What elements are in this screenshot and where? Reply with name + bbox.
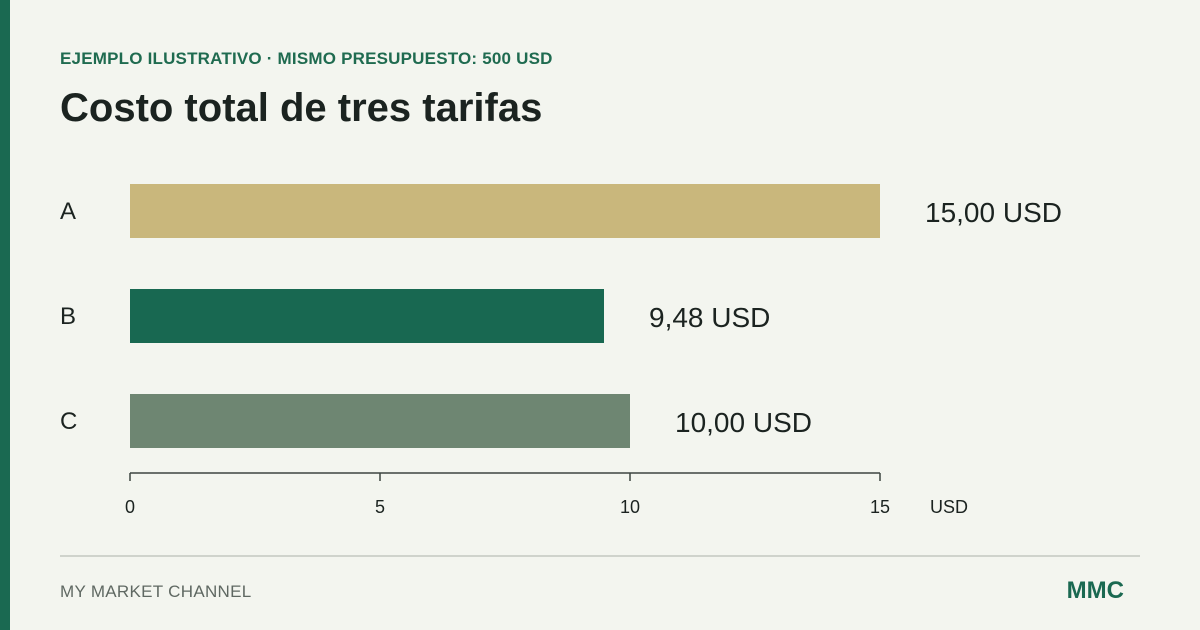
category-label: A <box>60 198 76 225</box>
x-axis-label: USD <box>930 497 968 517</box>
x-tick-label: 0 <box>125 497 135 517</box>
bar-chart: A 15,00 USD B 9,48 USD C 10,00 USD 0 5 10 15 USD <box>60 184 1062 517</box>
footer-divider <box>60 555 1140 557</box>
value-label: 9,48 USD <box>649 302 770 333</box>
x-axis: 0 5 10 15 USD <box>125 472 968 517</box>
category-label: B <box>60 303 76 330</box>
value-label: 15,00 USD <box>925 197 1062 228</box>
x-tick-label: 10 <box>620 497 640 517</box>
bars-layer: A 15,00 USD B 9,48 USD C 10,00 USD <box>60 184 1062 448</box>
brand-logo: MMC <box>1066 577 1124 604</box>
bar-a <box>130 184 880 238</box>
value-label: 10,00 USD <box>675 407 812 438</box>
chart-title: Costo total de tres tarifas <box>60 86 543 130</box>
accent-bar <box>0 0 10 630</box>
category-label: C <box>60 408 77 435</box>
bar-b <box>130 289 604 343</box>
x-tick-label: 5 <box>375 497 385 517</box>
bar-c <box>130 394 630 448</box>
chart-eyebrow: EJEMPLO ILUSTRATIVO · MISMO PRESUPUESTO:… <box>60 49 553 68</box>
brand-name: MY MARKET CHANNEL <box>60 582 252 601</box>
x-tick-label: 15 <box>870 497 890 517</box>
